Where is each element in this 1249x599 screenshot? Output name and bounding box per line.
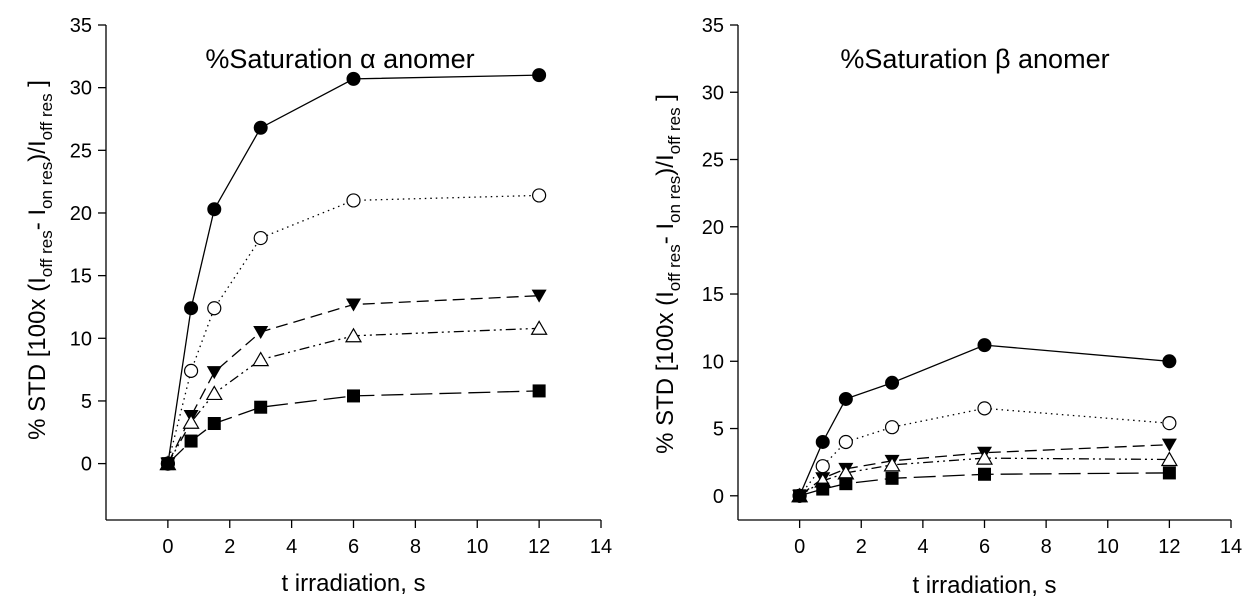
y-tick-label: 30 [702,82,724,104]
data-point-series-4 [1162,466,1176,480]
y-tick-label: 15 [70,266,92,288]
data-point-series-1 [207,301,222,316]
data-point-series-1 [183,363,199,378]
series-line-4 [167,390,540,465]
data-point-series-0 [184,301,199,316]
y-tick-label: 35 [70,15,92,37]
data-point-series-2 [346,298,361,312]
x-tick-label: 8 [1041,536,1052,558]
data-point-series-0 [253,120,268,135]
x-tick-label: 14 [1220,536,1242,558]
data-point-series-0 [1162,354,1177,369]
data-point-series-1 [815,459,830,474]
x-tick-label: 8 [410,536,421,558]
data-point-series-4 [978,467,991,481]
x-axis-title: t irradiation, s [912,572,1056,599]
data-point-series-4 [207,417,221,431]
chart-title: %Saturation β anomer [840,44,1109,74]
data-point-series-4 [816,482,830,496]
data-point-series-0 [885,375,900,390]
data-point-series-4 [839,477,853,491]
chart-alpha-anomer: 0 5 10 15 20 25 30 35 0 2 4 6 8 10 12 14 %Saturation α a… [24,15,612,597]
data-point-series-4 [793,489,807,503]
x-tick-label: 2 [224,536,235,558]
series-line-3 [799,457,1170,497]
y-tick-label: 25 [70,140,92,162]
data-point-series-0 [207,202,222,217]
y-tick-label: 25 [702,150,724,172]
x-tick-label: 2 [856,536,867,558]
data-point-series-0 [346,71,361,86]
series-line-2 [167,295,540,464]
y-tick-label: 5 [713,419,724,441]
x-tick-label: 6 [348,536,359,558]
y-axis-title: % STD [100x (Ioff res- Ion res)/Ioff res… [24,80,56,440]
y-tick-label: 30 [70,78,92,100]
x-tick-label: 6 [979,536,990,558]
y-tick-label: 10 [70,328,92,350]
y-tick-label: 10 [702,351,724,373]
data-point-series-3 [252,351,270,367]
y-tick-label: 5 [81,391,92,413]
y-tick-label: 20 [702,217,724,239]
x-axis-title: t irradiation, s [281,570,425,597]
data-point-series-0 [977,338,992,353]
y-tick-label: 35 [702,15,724,37]
data-point-series-3 [530,320,548,335]
x-tick-label: 0 [794,536,805,558]
data-point-series-2 [1161,438,1177,452]
data-point-series-4 [532,384,546,398]
data-point-series-2 [206,366,222,380]
data-point-series-1 [1162,416,1177,431]
x-tick-label: 12 [528,536,550,558]
data-point-series-1 [884,420,900,435]
y-tick-label: 0 [713,486,724,508]
y-tick-label: 15 [702,284,724,306]
data-point-series-3 [883,456,901,472]
data-point-series-0 [532,68,547,83]
series-line-3 [167,327,540,464]
series-line-0 [799,344,1170,497]
data-point-series-3 [205,385,223,401]
x-tick-label: 0 [162,536,173,558]
data-point-series-2 [253,326,269,340]
data-point-series-3 [975,449,994,465]
y-tick-label: 0 [81,454,92,476]
series-line-0 [167,74,540,464]
x-tick-label: 10 [466,536,488,558]
data-point-series-1 [977,401,992,416]
data-point-series-1 [346,193,361,208]
data-point-series-3 [182,414,200,429]
data-point-series-0 [838,391,853,406]
data-point-series-4 [347,389,360,403]
y-axis-title: % STD [100x (Ioff res- Ion res)/Ioff res… [652,94,684,454]
chart-title: %Saturation α anomer [205,44,474,74]
y-tick-label: 20 [70,203,92,225]
data-point-series-3 [344,327,363,343]
data-point-series-1 [532,188,547,203]
series-line-1 [167,194,540,464]
data-point-series-2 [531,289,547,303]
data-point-series-4 [184,434,198,448]
data-point-series-0 [815,434,830,449]
data-point-series-1 [838,434,853,450]
x-tick-label: 4 [917,536,928,558]
x-tick-label: 4 [286,536,297,558]
data-point-series-4 [161,457,175,471]
data-point-series-4 [254,400,268,414]
chart-beta-anomer: 0 5 10 15 20 25 30 35 0 2 4 6 8 10 12 14 %Saturation β a… [652,15,1242,599]
x-tick-label: 14 [590,536,612,558]
data-point-series-3 [1160,451,1178,467]
x-tick-label: 12 [1158,536,1180,558]
data-point-series-1 [253,230,268,246]
data-point-series-4 [885,471,899,485]
x-tick-label: 10 [1097,536,1119,558]
